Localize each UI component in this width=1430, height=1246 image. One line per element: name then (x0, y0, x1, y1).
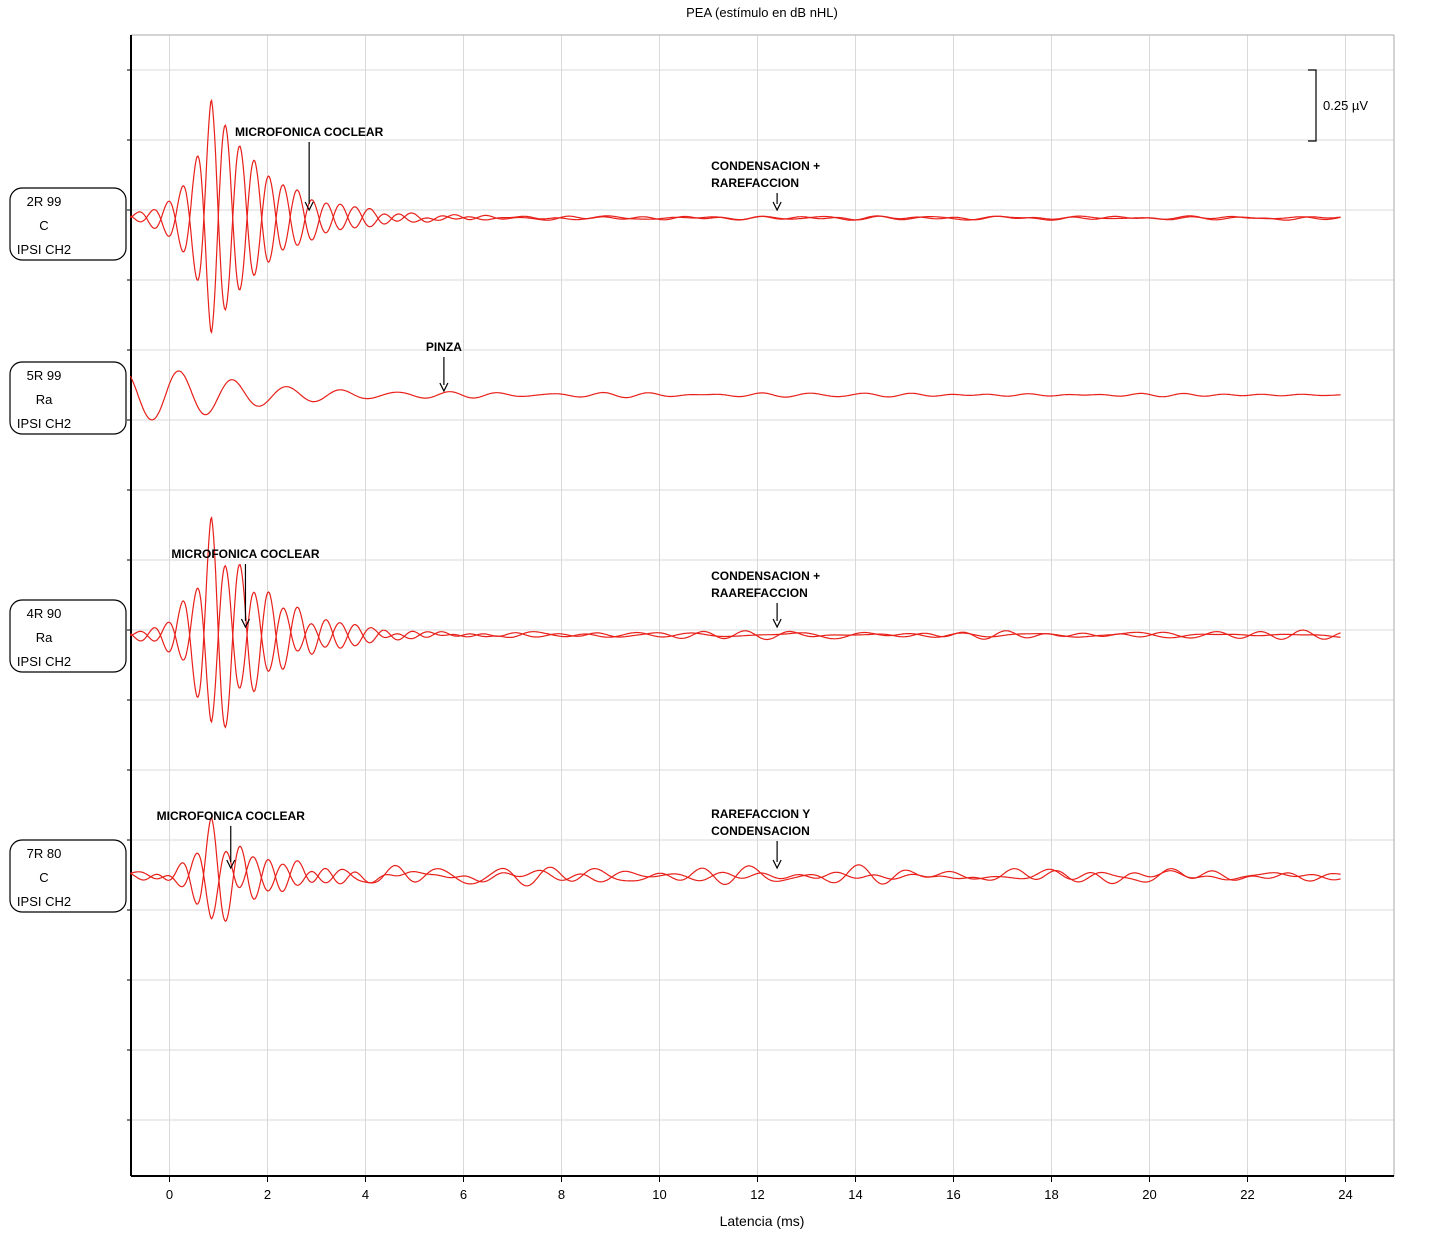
trace-label-line: 2R 99 (27, 194, 62, 209)
trace-label-box (9, 599, 127, 673)
traces (129, 98, 1341, 922)
annotation-arrow-head (439, 382, 449, 393)
x-tick-label: 16 (946, 1187, 960, 1202)
x-tick-label: 6 (460, 1187, 467, 1202)
annotation-text: MICROFONICA COCLEAR (171, 547, 320, 561)
trace-label-box (9, 187, 127, 261)
annotation-arrow-head (772, 201, 782, 212)
annotation-text: MICROFONICA COCLEAR (157, 809, 306, 823)
trace-5R-curve-1 (129, 370, 1341, 421)
annotation-text: CONDENSACION (711, 824, 810, 838)
x-tick-label: 20 (1142, 1187, 1156, 1202)
scale-label: 0.25 µV (1323, 98, 1368, 113)
trace-2R-curve-2 (130, 124, 1341, 334)
trace-label-line: 5R 99 (27, 368, 62, 383)
annotation-text: MICROFONICA COCLEAR (235, 125, 384, 139)
x-tick-label: 2 (264, 1187, 271, 1202)
grid (131, 35, 1394, 1176)
x-tick-label: 14 (848, 1187, 862, 1202)
axes (127, 34, 1395, 1177)
x-axis-title: Latencia (ms) (720, 1213, 805, 1229)
trace-label-line: Ra (36, 392, 53, 407)
annotation-text: PINZA (426, 340, 462, 354)
trace-label-line: C (39, 218, 48, 233)
trace-label-2R[interactable]: 2R 99 C IPSI CH2 (9, 187, 127, 261)
trace-label-line: 4R 90 (27, 606, 62, 621)
annotation-arrow-head (240, 618, 250, 629)
annotations: MICROFONICA COCLEAR CONDENSACION + RAREFAC… (157, 125, 820, 870)
trace-labels[interactable]: 2R 99 C IPSI CH2 5R 99 Ra IPSI CH2 4R 90 Ra IPSI… (9, 187, 127, 913)
trace-label-5R[interactable]: 5R 99 Ra IPSI CH2 (9, 361, 127, 435)
x-tick-label: 22 (1240, 1187, 1254, 1202)
scale-bracket (1308, 69, 1317, 142)
annotation-arrow-head (772, 859, 782, 870)
chart-title: PEA (estímulo en dB nHL) (686, 5, 838, 20)
x-tick-label: 12 (750, 1187, 764, 1202)
trace-label-box (9, 839, 127, 913)
annotation-arrow-head (226, 859, 236, 870)
annotation-arrow-head (772, 618, 782, 629)
trace-label-line: IPSI CH2 (17, 416, 71, 431)
annotation-arrow-head (304, 201, 314, 212)
annotation-text: RAAREFACCION (711, 586, 808, 600)
x-tick-label: 8 (558, 1187, 565, 1202)
trace-4R-curve-2 (130, 564, 1341, 724)
trace-label-line: IPSI CH2 (17, 894, 71, 909)
x-ticks: 0 2 4 6 8 10 12 14 16 18 20 22 24 (166, 1176, 1353, 1202)
trace-label-line: 7R 80 (27, 846, 62, 861)
annotation-text: CONDENSACION + (711, 569, 820, 583)
x-tick-label: 0 (166, 1187, 173, 1202)
trace-label-line: Ra (36, 630, 53, 645)
x-tick-label: 4 (362, 1187, 369, 1202)
annotation-text: CONDENSACION + (711, 159, 820, 173)
trace-4R-curve-1 (130, 515, 1341, 729)
annotation-text: RAREFACCION (711, 176, 799, 190)
x-tick-label: 10 (652, 1187, 666, 1202)
trace-label-7R[interactable]: 7R 80 C IPSI CH2 (9, 839, 127, 913)
trace-label-line: IPSI CH2 (17, 242, 71, 257)
trace-label-box (9, 361, 127, 435)
trace-label-4R[interactable]: 4R 90 Ra IPSI CH2 (9, 599, 127, 673)
trace-label-line: C (39, 870, 48, 885)
annotation-text: RAREFACCION Y (711, 807, 810, 821)
trace-label-line: IPSI CH2 (17, 654, 71, 669)
x-tick-label: 18 (1044, 1187, 1058, 1202)
scale-bar: 0.25 µV (1308, 69, 1368, 142)
trace-7R-curve-2 (130, 850, 1341, 920)
x-tick-label: 24 (1338, 1187, 1352, 1202)
